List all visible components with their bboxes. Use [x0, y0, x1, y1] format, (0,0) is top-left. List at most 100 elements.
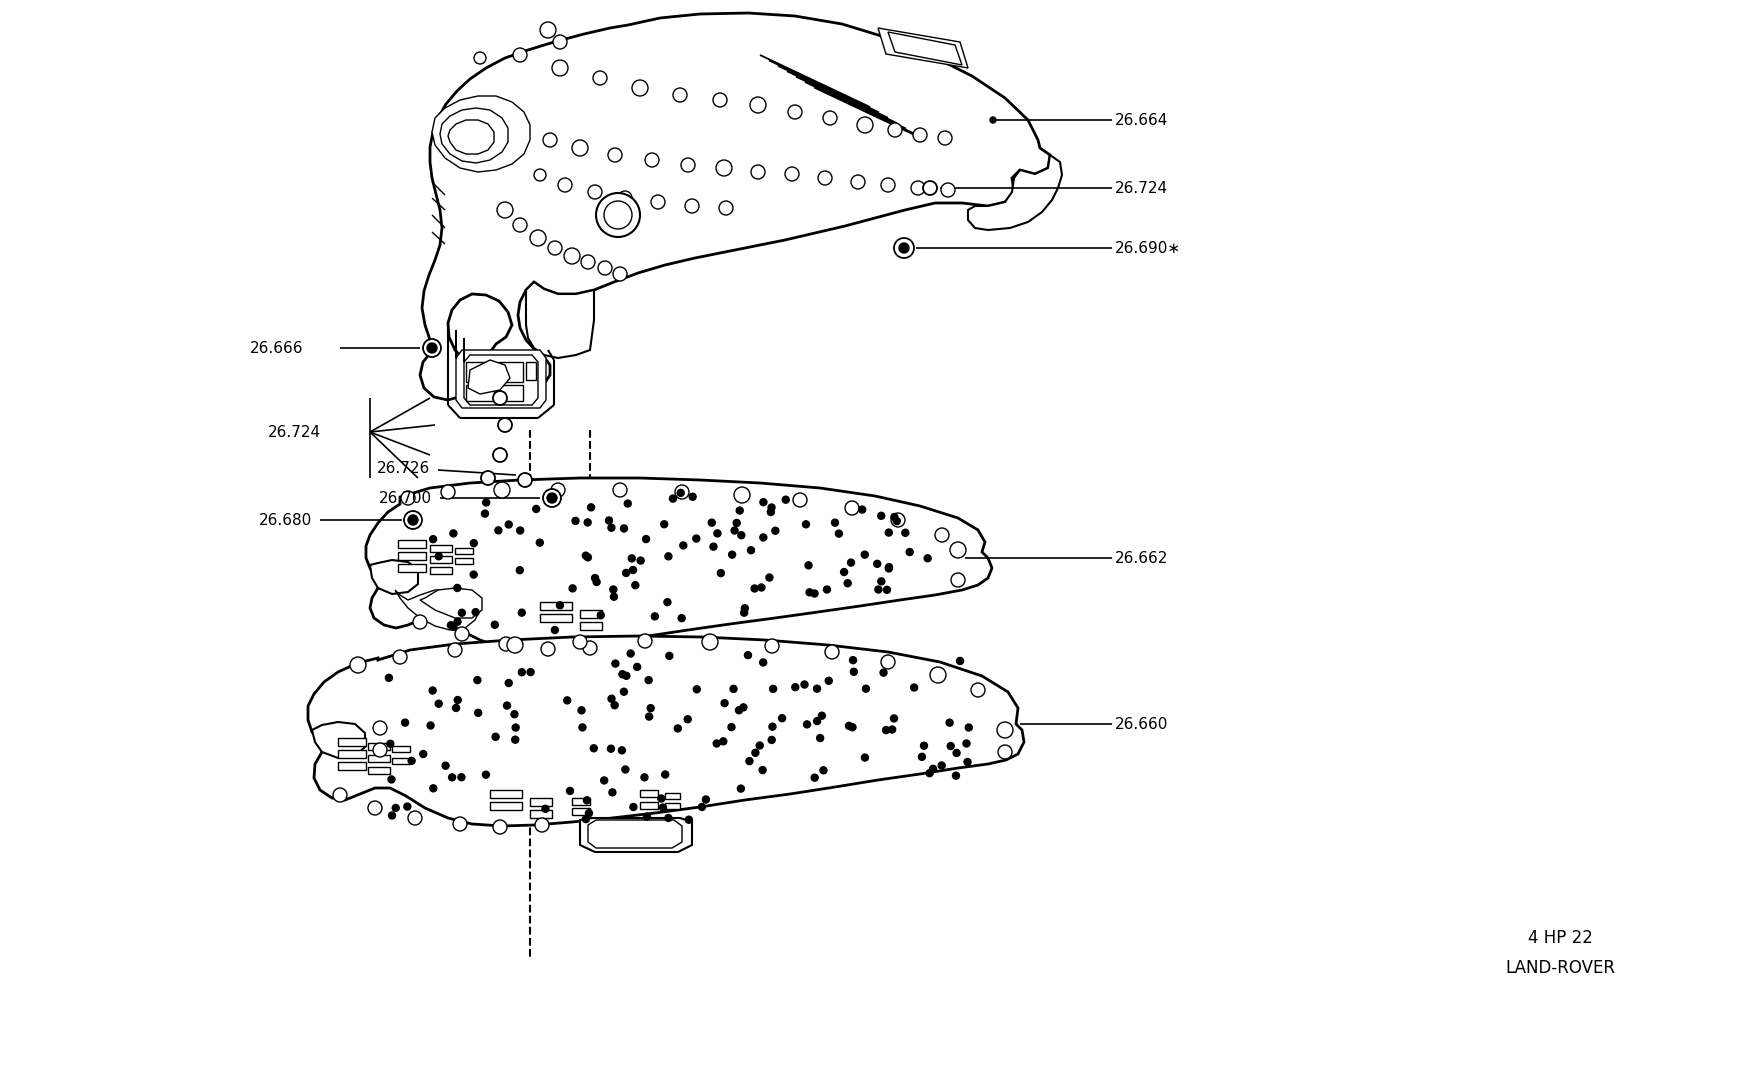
Circle shape — [542, 489, 562, 507]
Circle shape — [873, 560, 880, 567]
Polygon shape — [392, 746, 410, 752]
Circle shape — [598, 261, 612, 275]
Polygon shape — [430, 545, 452, 552]
Circle shape — [782, 496, 789, 504]
Circle shape — [632, 582, 639, 589]
Circle shape — [394, 650, 408, 664]
Polygon shape — [541, 614, 572, 622]
Circle shape — [938, 131, 952, 145]
Circle shape — [483, 499, 490, 506]
Circle shape — [350, 657, 366, 673]
Circle shape — [803, 521, 810, 528]
Circle shape — [677, 489, 684, 496]
Circle shape — [845, 723, 852, 729]
Circle shape — [887, 123, 901, 137]
Circle shape — [651, 195, 665, 209]
Circle shape — [493, 391, 507, 405]
Polygon shape — [530, 810, 551, 818]
Circle shape — [786, 167, 800, 181]
Circle shape — [373, 743, 387, 756]
Circle shape — [450, 530, 457, 537]
Circle shape — [760, 766, 766, 774]
Circle shape — [542, 133, 556, 147]
Polygon shape — [397, 540, 425, 548]
Circle shape — [569, 585, 576, 592]
Polygon shape — [579, 610, 602, 618]
Polygon shape — [466, 385, 493, 401]
Circle shape — [719, 201, 733, 215]
Circle shape — [716, 160, 732, 175]
Circle shape — [455, 627, 469, 641]
Circle shape — [493, 482, 509, 498]
Circle shape — [588, 504, 595, 511]
Polygon shape — [665, 803, 681, 809]
Circle shape — [430, 785, 438, 791]
Circle shape — [740, 704, 747, 711]
Circle shape — [551, 483, 565, 497]
Polygon shape — [420, 588, 481, 618]
Circle shape — [458, 774, 466, 780]
Circle shape — [718, 570, 724, 577]
Circle shape — [947, 719, 954, 726]
Circle shape — [513, 218, 527, 232]
Circle shape — [620, 670, 626, 678]
Polygon shape — [588, 820, 682, 848]
Circle shape — [863, 686, 870, 692]
Circle shape — [758, 584, 765, 591]
Circle shape — [894, 238, 914, 258]
Circle shape — [803, 720, 810, 728]
Circle shape — [593, 579, 600, 585]
Circle shape — [768, 737, 775, 743]
Circle shape — [746, 758, 752, 764]
Polygon shape — [338, 738, 366, 746]
Circle shape — [441, 485, 455, 499]
Circle shape — [802, 681, 808, 688]
Circle shape — [791, 683, 798, 691]
Circle shape — [388, 812, 396, 819]
Circle shape — [513, 724, 520, 731]
Circle shape — [772, 528, 779, 534]
Circle shape — [737, 507, 744, 514]
Circle shape — [845, 501, 859, 514]
Circle shape — [583, 815, 590, 823]
Circle shape — [849, 656, 856, 664]
Circle shape — [516, 526, 523, 534]
Circle shape — [644, 813, 651, 820]
Circle shape — [924, 555, 931, 561]
Circle shape — [693, 686, 700, 693]
Circle shape — [751, 97, 766, 113]
Circle shape — [886, 564, 892, 570]
Circle shape — [541, 642, 555, 656]
Circle shape — [564, 697, 570, 704]
Circle shape — [812, 774, 819, 782]
Circle shape — [420, 751, 427, 758]
Polygon shape — [467, 360, 509, 393]
Text: 4 HP 22: 4 HP 22 — [1528, 929, 1592, 947]
Circle shape — [660, 804, 667, 811]
Circle shape — [942, 183, 956, 197]
Circle shape — [892, 518, 900, 524]
Circle shape — [651, 613, 658, 620]
Circle shape — [401, 490, 415, 505]
Circle shape — [492, 734, 499, 740]
Circle shape — [714, 530, 721, 537]
Polygon shape — [308, 635, 1024, 826]
Circle shape — [665, 653, 672, 659]
Circle shape — [858, 117, 873, 133]
Circle shape — [607, 524, 614, 531]
Polygon shape — [499, 362, 523, 381]
Circle shape — [954, 750, 961, 756]
Circle shape — [572, 140, 588, 156]
Circle shape — [849, 724, 856, 730]
Circle shape — [492, 621, 499, 628]
Circle shape — [542, 806, 550, 812]
Circle shape — [709, 519, 716, 526]
Circle shape — [676, 485, 690, 499]
Circle shape — [880, 178, 894, 192]
Circle shape — [805, 561, 812, 569]
Circle shape — [607, 746, 614, 752]
Circle shape — [639, 634, 653, 647]
Circle shape — [332, 788, 346, 802]
Circle shape — [821, 766, 828, 774]
Circle shape — [518, 609, 525, 616]
